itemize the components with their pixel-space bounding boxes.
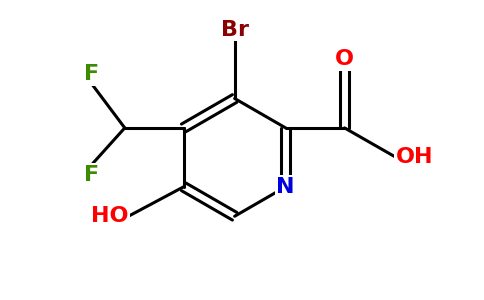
Text: F: F xyxy=(84,165,99,185)
Text: O: O xyxy=(335,49,354,69)
Text: N: N xyxy=(276,177,295,197)
Text: HO: HO xyxy=(91,206,128,226)
Text: OH: OH xyxy=(396,147,434,167)
Text: Br: Br xyxy=(221,20,249,40)
Text: F: F xyxy=(84,64,99,84)
